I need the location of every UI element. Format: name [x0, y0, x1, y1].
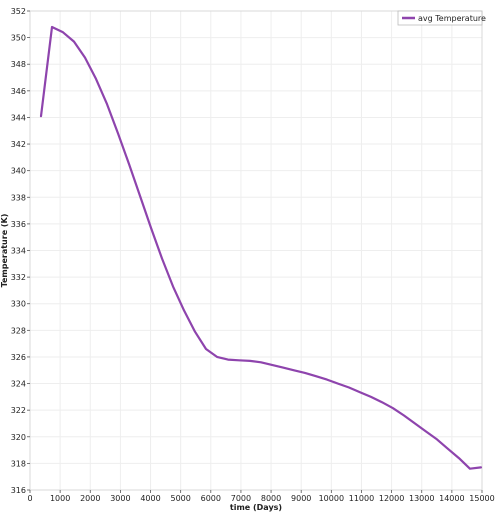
x-tick-label: 14000 [439, 494, 464, 503]
data-point [95, 78, 97, 80]
data-point [480, 466, 482, 468]
x-tick-label: 13000 [409, 494, 434, 503]
x-tick-label: 15000 [469, 494, 494, 503]
y-axis-title: Temperature (K) [0, 214, 9, 288]
data-point [315, 375, 317, 377]
series-line-avg-temperature [39, 25, 482, 470]
data-point [73, 41, 75, 43]
x-tick-label: 11000 [349, 494, 374, 503]
y-tick-label: 342 [11, 140, 26, 149]
grid [29, 10, 483, 491]
y-tick-label: 344 [11, 113, 26, 122]
y-tick-label: 316 [11, 486, 26, 495]
legend[interactable]: avg Temperature [397, 10, 486, 26]
x-tick-label: 2000 [80, 494, 100, 503]
data-point [216, 356, 218, 358]
x-tick-label: 4000 [140, 494, 160, 503]
data-point [282, 367, 284, 369]
data-point [172, 285, 174, 287]
data-point [51, 26, 53, 28]
data-point [447, 448, 449, 450]
data-point [370, 396, 372, 398]
data-point [381, 401, 383, 403]
data-point [106, 103, 108, 105]
y-tick-label: 324 [11, 380, 26, 389]
x-axis-ticks: 0 1000 2000 3000 4000 5000 6000 7000 8000 9000 100… [27, 490, 495, 503]
data-point [348, 386, 350, 389]
x-tick-label: 5000 [170, 494, 190, 503]
data-point [458, 457, 460, 459]
y-tick-label: 330 [11, 300, 26, 309]
data-point [161, 257, 163, 260]
data-point [403, 414, 405, 417]
data-point [436, 438, 438, 440]
y-tick-label: 320 [11, 433, 26, 442]
data-point [40, 115, 42, 117]
data-point [183, 309, 185, 311]
data-point [337, 383, 339, 385]
series-layer [39, 25, 482, 470]
y-axis-ticks: 316 318 320 322 324 326 328 330 332 334 336 338 340 3… [11, 7, 30, 495]
data-point [326, 379, 328, 381]
y-tick-label: 350 [11, 34, 26, 43]
y-tick-label: 352 [11, 7, 26, 16]
data-point [425, 430, 427, 433]
data-point [128, 163, 130, 165]
y-tick-label: 318 [11, 459, 26, 468]
y-tick-label: 336 [11, 220, 26, 229]
y-tick-label: 332 [11, 273, 26, 282]
data-point [304, 372, 306, 374]
data-point [414, 422, 416, 425]
x-tick-label: 6000 [201, 494, 221, 503]
y-tick-label: 346 [11, 87, 26, 96]
x-tick-label: 12000 [379, 494, 404, 503]
x-tick-label: 7000 [231, 494, 251, 503]
y-tick-label: 338 [11, 193, 26, 202]
data-point [469, 468, 471, 470]
x-axis-title: time (Days) [230, 503, 282, 512]
data-point [359, 391, 361, 393]
x-tick-label: 3000 [110, 494, 130, 503]
data-point [392, 407, 394, 409]
data-point [62, 31, 64, 33]
y-tick-label: 348 [11, 60, 26, 69]
data-point [139, 195, 141, 197]
x-tick-label: 1000 [50, 494, 70, 503]
data-point [249, 360, 251, 362]
data-point [194, 331, 196, 333]
legend-box [397, 10, 483, 26]
y-tick-label: 326 [11, 353, 26, 362]
data-point [117, 132, 119, 134]
y-tick-label: 322 [11, 406, 26, 415]
legend-label: avg Temperature [418, 14, 486, 23]
data-point [84, 57, 86, 59]
data-point [293, 369, 295, 371]
data-point [150, 227, 152, 229]
data-point [271, 364, 273, 366]
y-tick-label: 328 [11, 326, 26, 335]
data-point [227, 359, 229, 361]
x-tick-label: 9000 [291, 494, 311, 503]
x-tick-label: 8000 [261, 494, 281, 503]
data-point [238, 359, 240, 361]
data-point [205, 348, 207, 350]
x-tick-label: 10000 [319, 494, 344, 503]
x-tick-label: 0 [27, 494, 32, 503]
y-tick-label: 334 [11, 247, 26, 256]
data-point [260, 361, 262, 363]
y-tick-label: 340 [11, 167, 26, 176]
